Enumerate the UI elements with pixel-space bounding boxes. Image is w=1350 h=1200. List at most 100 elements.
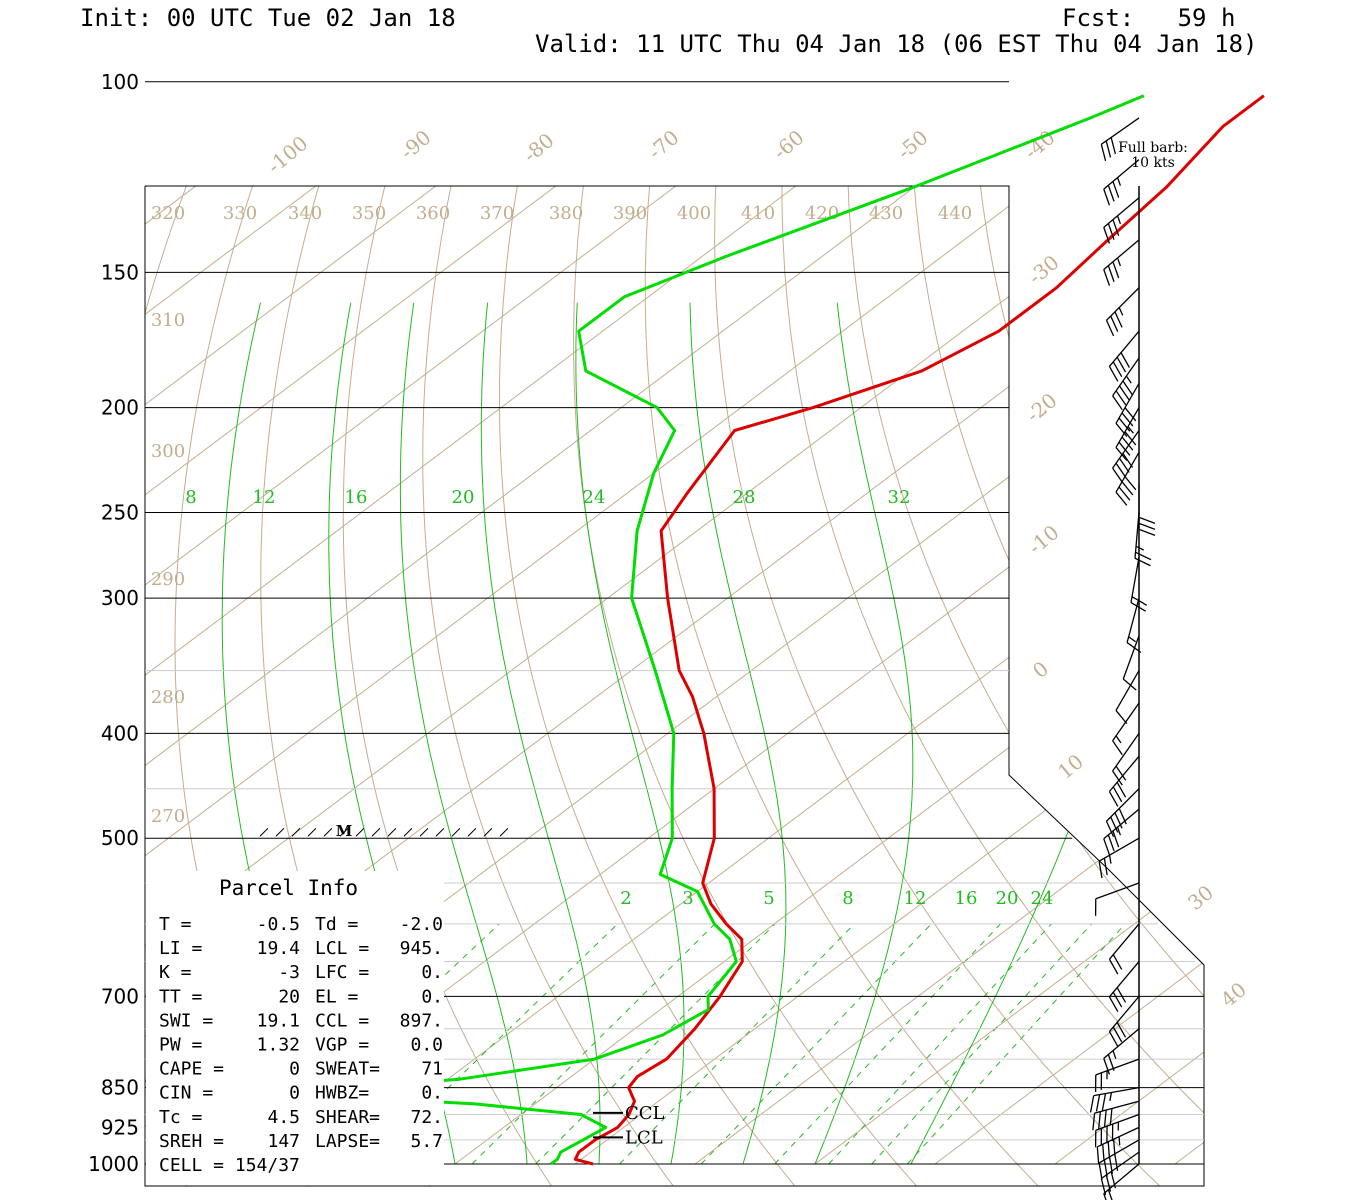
mixing-ratio-line	[700, 923, 932, 1165]
hatch-mark	[323, 827, 333, 837]
mid-marker-label: M	[336, 822, 353, 840]
theta-label: 400	[677, 203, 711, 224]
parcel-value: -2.0	[400, 914, 443, 935]
dewpoint-profile-line	[271, 94, 1145, 1166]
mixing-ratio-label: 5	[763, 888, 774, 909]
theta-label: 340	[288, 203, 322, 224]
dry-adiabat	[910, 186, 1204, 1186]
theta-label: 330	[223, 203, 257, 224]
wind-barb	[1100, 117, 1140, 162]
hatch-mark	[387, 827, 397, 837]
hatch-mark	[435, 827, 445, 837]
parcel-key: CIN =	[159, 1083, 213, 1104]
barb-legend-line1: Full barb:	[1118, 140, 1188, 156]
wind-barb	[1108, 923, 1140, 975]
parcel-value: 19.4	[257, 938, 300, 959]
wind-barb	[1108, 755, 1140, 807]
parcel-value: -0.5	[257, 914, 300, 935]
isotherm-line	[145, 186, 1175, 1165]
hatch-mark	[291, 827, 301, 837]
theta-label: 380	[549, 203, 583, 224]
wind-barb	[1108, 995, 1140, 1047]
dry-adiabat	[1345, 82, 1350, 1187]
mixing-ratio-line	[471, 923, 716, 1165]
parcel-value: 0.	[421, 986, 443, 1007]
theta-label: 410	[741, 203, 775, 224]
forecast-hour: Fcst: 59 h	[1062, 4, 1236, 32]
wind-barb	[1103, 159, 1140, 206]
wind-barb	[1115, 452, 1140, 506]
hatch-mark	[355, 827, 365, 837]
theta-label-side: 310	[151, 310, 185, 331]
isotherm-line	[145, 186, 935, 1165]
theta-label-side: 290	[151, 569, 185, 590]
theta-label: 320	[151, 203, 185, 224]
barb-legend: Full barb: 10 kts	[1118, 140, 1188, 171]
dry-adiabat	[846, 186, 1204, 1186]
isotherm-line	[145, 186, 695, 1165]
hatch-mark	[403, 827, 413, 837]
dry-adiabat	[1096, 186, 1204, 1186]
isotherm-label: -70	[643, 125, 683, 164]
parcel-key: HWBZ=	[315, 1083, 369, 1104]
theta-label-side: 270	[151, 806, 185, 827]
parcel-key: TT =	[159, 986, 203, 1007]
isotherm-label: -100	[263, 131, 313, 178]
pressure-tick-label: 500	[101, 826, 139, 850]
mixing-ratio-line	[774, 923, 1001, 1165]
hatch-mark	[419, 827, 429, 837]
parcel-key: LI =	[159, 938, 203, 959]
parcel-key: LCL =	[315, 938, 369, 959]
wind-barb	[1098, 1139, 1140, 1180]
wind-barb	[1098, 837, 1140, 879]
wind-barb	[1122, 635, 1140, 691]
wind-barb	[1094, 1058, 1140, 1092]
isotherm-label: 40	[1216, 977, 1251, 1012]
parcel-key: CCL =	[315, 1010, 369, 1031]
level-marker-label: CCL	[625, 1103, 665, 1124]
dry-adiabat	[714, 186, 1162, 1186]
wind-barb	[1100, 1151, 1140, 1196]
level-marker-label: LCL	[625, 1127, 663, 1148]
theta-label-side: 280	[151, 687, 185, 708]
isotherm-label: 30	[1183, 880, 1218, 915]
theta-e-label: 28	[733, 487, 756, 508]
parcel-value: 945.	[400, 938, 443, 959]
wind-barb	[1094, 882, 1140, 916]
parcel-value: 0	[289, 1083, 300, 1104]
theta-e-label: 16	[345, 487, 368, 508]
mixing-ratio-label: 16	[955, 888, 978, 909]
theta-label: 390	[613, 203, 647, 224]
dry-adiabat	[1158, 186, 1204, 1186]
pressure-tick-label: 300	[101, 586, 139, 610]
isotherm-line	[574, 186, 1204, 1165]
pressure-tick-label: 150	[101, 260, 139, 284]
isotherm-line	[694, 186, 1204, 1165]
parcel-key: EL =	[315, 986, 359, 1007]
hatch-mark	[451, 827, 461, 837]
isotherm-line	[1054, 186, 1204, 1165]
theta-label: 350	[352, 203, 386, 224]
parcel-value: 20	[278, 986, 300, 1007]
wind-barb	[1094, 1113, 1140, 1148]
mixing-ratio-label: 8	[842, 888, 853, 909]
mixing-ratio-label: 20	[996, 888, 1019, 909]
theta-label: 360	[416, 203, 450, 224]
wind-barb	[1134, 512, 1152, 567]
isotherm-label: -60	[768, 125, 808, 164]
pressure-tick-label: 100	[101, 70, 139, 94]
parcel-value: 19.1	[257, 1010, 300, 1031]
isotherm-label: -80	[518, 128, 558, 167]
mixing-ratio-line	[244, 923, 500, 1165]
hatch-mark	[371, 827, 381, 837]
parcel-key: SREH =	[159, 1131, 224, 1152]
dry-adiabat	[145, 186, 166, 1186]
isotherm-line	[145, 186, 455, 1165]
parcel-key: VGP =	[315, 1035, 369, 1056]
init-time: Init: 00 UTC Tue 02 Jan 18	[80, 4, 456, 32]
isotherm-line	[814, 186, 1204, 1165]
wind-barb	[1115, 407, 1140, 462]
parcel-cell: CELL = 154/37	[159, 1155, 300, 1176]
parcel-key: LFC =	[315, 962, 369, 983]
dry-adiabat	[781, 186, 1204, 1186]
